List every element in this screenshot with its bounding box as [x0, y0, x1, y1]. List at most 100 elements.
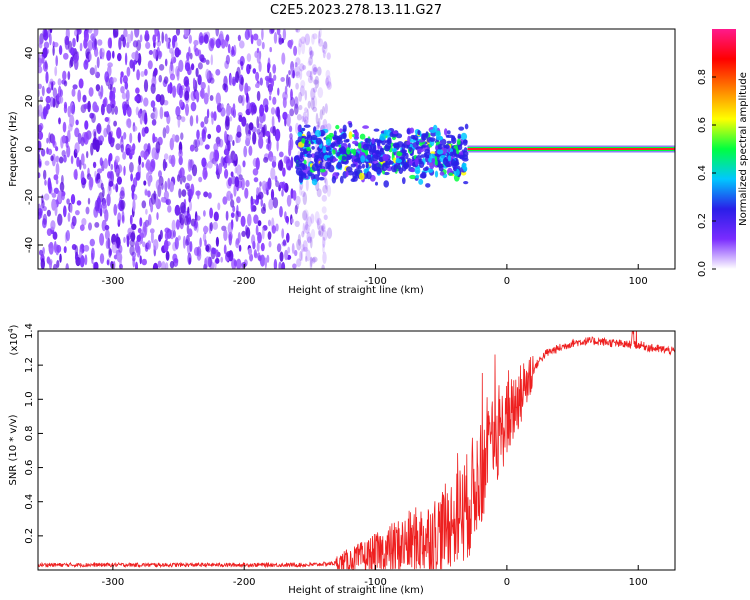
- transition-cell: [311, 146, 315, 150]
- noise-speck: [326, 81, 332, 90]
- noise-speck: [312, 33, 318, 40]
- noise-speck: [316, 188, 322, 198]
- noise-speck: [321, 225, 325, 232]
- noise-speck: [64, 35, 70, 46]
- noise-speck: [76, 29, 82, 35]
- transition-cell: [348, 122, 353, 128]
- noise-speck: [282, 239, 287, 246]
- transition-cell: [331, 158, 338, 162]
- transition-cell: [409, 139, 416, 143]
- noise-speck: [41, 85, 45, 97]
- transition-cell: [373, 128, 380, 132]
- noise-speck: [272, 197, 279, 209]
- noise-speck: [126, 42, 130, 49]
- noise-speck: [70, 155, 74, 165]
- noise-speck: [71, 215, 77, 227]
- noise-speck: [215, 69, 221, 76]
- noise-speck: [147, 177, 151, 187]
- transition-cell: [375, 181, 378, 186]
- noise-speck: [250, 104, 255, 116]
- noise-speck: [92, 40, 96, 51]
- noise-speck: [66, 145, 71, 158]
- noise-speck: [189, 115, 194, 127]
- noise-speck: [50, 220, 56, 231]
- noise-speck: [299, 85, 305, 97]
- noise-speck: [258, 191, 264, 200]
- transition-cell: [311, 178, 318, 186]
- noise-speck: [110, 163, 114, 171]
- noise-speck: [153, 107, 158, 120]
- noise-speck: [134, 29, 140, 38]
- noise-speck: [102, 203, 107, 215]
- transition-cell: [357, 142, 362, 149]
- noise-speck: [145, 30, 149, 36]
- noise-speck: [153, 190, 156, 200]
- transition-cell: [366, 154, 372, 161]
- noise-speck: [111, 241, 118, 254]
- noise-speck: [126, 33, 132, 44]
- noise-speck: [107, 62, 113, 68]
- noise-speck: [233, 153, 238, 161]
- noise-speck: [49, 29, 53, 34]
- noise-speck: [144, 68, 148, 76]
- noise-speck: [276, 139, 279, 152]
- noise-speck: [162, 158, 167, 172]
- transition-cell: [362, 143, 369, 151]
- noise-speck: [289, 96, 295, 107]
- transition-cell: [451, 136, 457, 145]
- noise-speck: [220, 107, 226, 117]
- noise-speck: [143, 79, 149, 93]
- y-tick-label: 1.2: [24, 357, 35, 373]
- y-tick-label: 20: [24, 95, 35, 108]
- noise-speck: [167, 177, 171, 190]
- transition-cell: [341, 133, 346, 138]
- noise-speck: [279, 206, 283, 218]
- noise-speck: [302, 222, 305, 235]
- noise-speck: [207, 133, 212, 140]
- noise-speck: [108, 180, 114, 187]
- noise-speck: [94, 64, 97, 76]
- x-tick-label: 0: [504, 276, 510, 287]
- noise-speck: [189, 144, 195, 152]
- transition-cell: [350, 163, 356, 168]
- noise-speck: [164, 231, 169, 241]
- transition-cell: [365, 161, 369, 169]
- noise-speck: [124, 52, 128, 66]
- noise-speck: [195, 215, 201, 221]
- noise-speck: [311, 33, 315, 45]
- noise-speck: [197, 74, 202, 86]
- noise-speck: [65, 141, 69, 149]
- noise-speck: [38, 83, 42, 90]
- noise-speck: [179, 213, 185, 226]
- transition-cell: [303, 143, 311, 148]
- noise-speck: [131, 184, 136, 193]
- noise-speck: [281, 261, 286, 269]
- x-tick-label: -300: [102, 276, 125, 287]
- noise-speck: [38, 140, 42, 151]
- noise-speck: [230, 199, 235, 208]
- noise-speck: [52, 231, 58, 240]
- noise-speck: [135, 261, 138, 269]
- noise-speck: [187, 252, 192, 265]
- transition-cell: [348, 131, 353, 140]
- transition-cell: [318, 176, 325, 181]
- noise-speck: [162, 127, 167, 139]
- noise-speck: [144, 188, 148, 196]
- noise-speck: [226, 194, 229, 200]
- noise-speck: [261, 29, 264, 41]
- transition-cell: [400, 149, 407, 154]
- noise-speck: [312, 67, 318, 72]
- noise-speck: [223, 244, 227, 255]
- noise-speck: [123, 29, 128, 38]
- colorbar-tick-label: 0.2: [697, 213, 708, 229]
- noise-speck: [43, 193, 50, 201]
- noise-speck: [164, 153, 169, 160]
- noise-speck: [46, 137, 49, 144]
- noise-speck: [179, 167, 185, 178]
- noise-speck: [38, 41, 43, 49]
- noise-speck: [115, 143, 121, 151]
- noise-speck: [240, 177, 245, 191]
- noise-speck: [209, 95, 214, 101]
- noise-speck: [268, 95, 272, 101]
- noise-speck: [312, 95, 318, 109]
